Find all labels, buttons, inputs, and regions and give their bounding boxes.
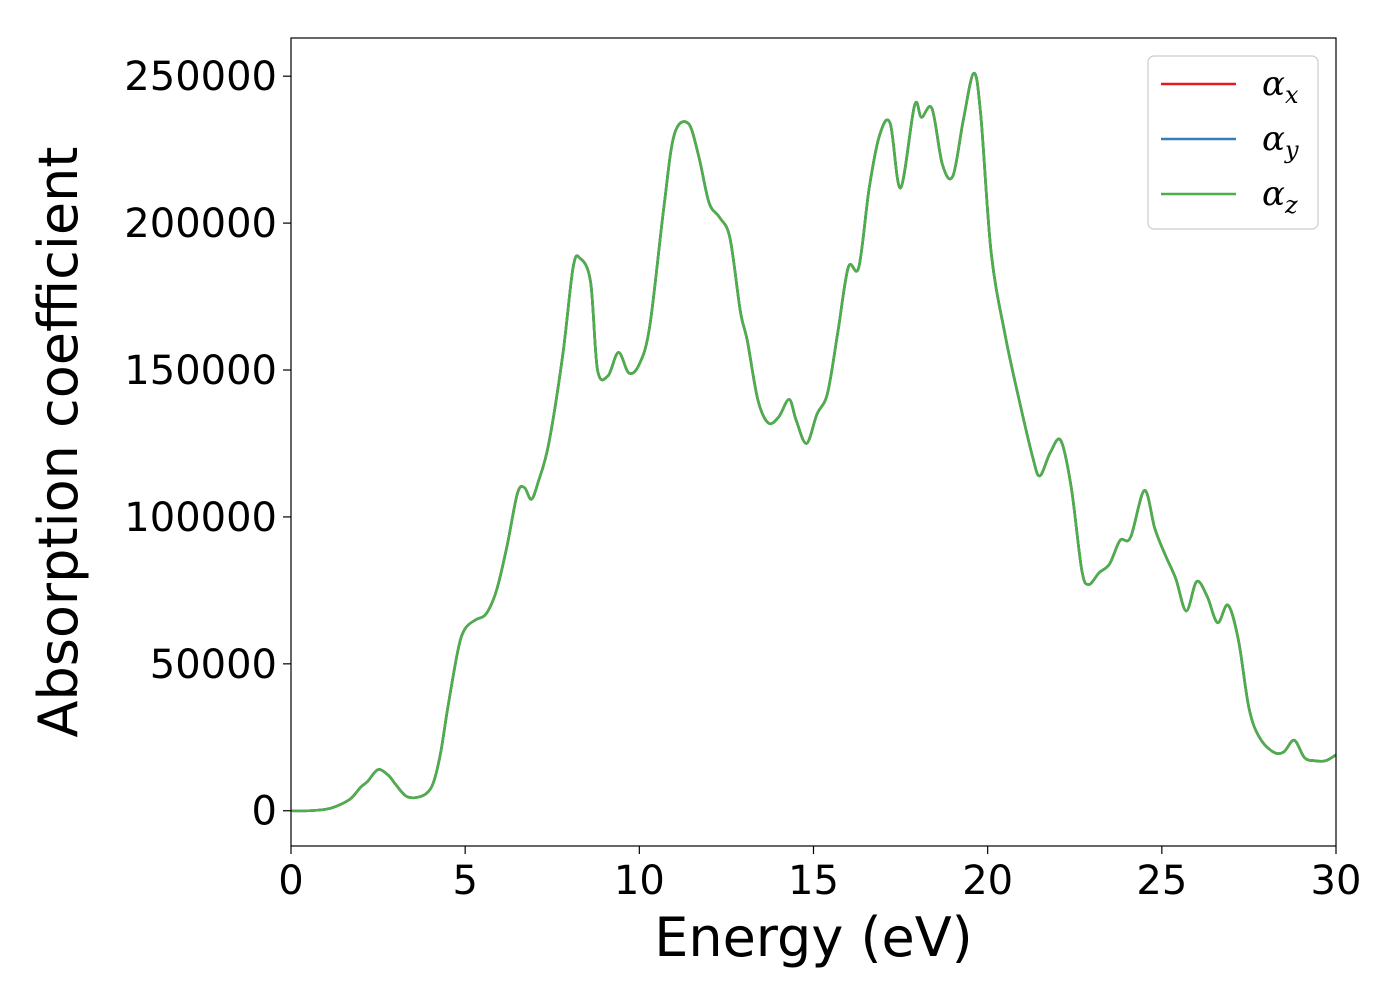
x-axis-label: Energy (eV) [654, 906, 973, 969]
series-layer [290, 71, 1337, 813]
x-tick-label: 5 [452, 858, 477, 904]
x-axis: 0 5 10 15 20 25 30 [278, 846, 1361, 904]
legend-label-x: αx [1262, 64, 1299, 109]
legend-subscript: x [1285, 81, 1299, 109]
legend-label-z: αz [1262, 174, 1298, 219]
legend-symbol: α [1262, 119, 1285, 159]
x-tick-label: 30 [1311, 858, 1362, 904]
y-tick-label: 100000 [124, 495, 277, 541]
y-tick-label: 200000 [124, 201, 277, 247]
y-tick-label: 250000 [124, 54, 277, 100]
x-tick-label: 25 [1136, 858, 1187, 904]
y-tick-label: 50000 [150, 642, 277, 688]
legend-label-y: αy [1262, 119, 1299, 164]
x-tick-label: 20 [962, 858, 1013, 904]
y-axis: 0 50000 100000 150000 200000 250000 [124, 54, 291, 835]
y-axis-label: Absorption coefficient [27, 147, 90, 738]
legend-subscript: z [1284, 191, 1298, 219]
legend-symbol: α [1262, 64, 1285, 104]
y-tick-label: 0 [252, 789, 277, 835]
series-line-2 [290, 71, 1337, 813]
legend-box [1147, 55, 1319, 230]
y-tick-label: 150000 [124, 348, 277, 394]
legend-symbol: α [1262, 174, 1285, 214]
x-tick-label: 0 [278, 858, 303, 904]
legend-subscript: y [1284, 136, 1299, 164]
x-tick-label: 10 [614, 858, 665, 904]
x-tick-label: 15 [788, 858, 839, 904]
